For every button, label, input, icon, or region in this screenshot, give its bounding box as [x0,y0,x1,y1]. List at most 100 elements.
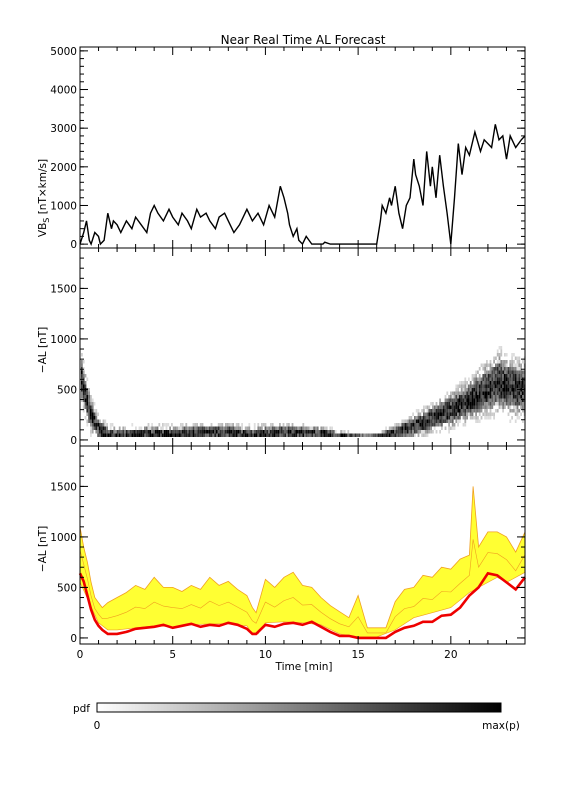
pdf-heatmap-cell [82,402,85,406]
pdf-heatmap-cell [181,430,184,434]
pdf-heatmap-cell [151,433,153,437]
pdf-heatmap-cell [189,426,191,430]
pdf-heatmap-cell [180,430,182,434]
pdf-heatmap-cell [498,384,501,388]
pdf-heatmap-cell [282,426,285,430]
pdf-heatmap-cell [183,430,186,434]
pdf-heatmap-cell [491,381,494,385]
pdf-heatmap-cell [230,433,233,437]
pdf-heatmap-cell [223,426,225,430]
pdf-heatmap-cell [441,412,443,416]
pdf-heatmap-cell [514,367,517,371]
pdf-heatmap-cell [522,370,524,374]
pdf-heatmap-cell [480,402,483,406]
pdf-heatmap-cell [495,381,497,385]
pdf-heatmap-cell [91,416,94,420]
pdf-heatmap-cell [279,426,281,430]
pdf-heatmap-cell [316,433,319,437]
pdf-heatmap-cell [88,398,90,402]
pdf-heatmap-cell [343,433,346,437]
pdf-heatmap-cell [174,430,177,434]
pdf-heatmap-cell [151,423,153,427]
pdf-heatmap-cell [502,409,504,413]
pdf-heatmap-cell [149,433,152,437]
pdf-heatmap-cell [88,388,90,392]
pdf-heatmap-cell [459,412,461,416]
pdf-heatmap-cell [214,433,216,437]
pdf-heatmap-cell [174,433,177,437]
pdf-heatmap-cell [473,388,476,392]
pdf-heatmap-cell [432,430,434,434]
pdf-heatmap-cell [455,405,458,409]
pdf-heatmap-cell [372,433,375,437]
pdf-heatmap-cell [498,353,501,357]
pdf-heatmap-cell [498,374,501,378]
pdf-heatmap-cell [408,419,411,423]
pdf-heatmap-cell [216,430,218,434]
pdf-heatmap-cell [468,377,470,381]
pdf-heatmap-cell [424,412,427,416]
pdf-heatmap-cell [165,433,168,437]
pdf-heatmap-cell [487,391,490,395]
pdf-heatmap-cell [252,433,254,437]
pdf-heatmap-cell [235,433,238,437]
pdf-heatmap-cell [84,381,87,385]
pdf-heatmap-cell [451,416,454,420]
pdf-heatmap-cell [516,391,519,395]
pdf-heatmap-cell [194,433,197,437]
pdf-heatmap-cell [484,377,486,381]
pdf-heatmap-cell [444,398,447,402]
x-tick-label: 5 [169,649,176,661]
pdf-heatmap-cell [441,419,443,423]
pdf-heatmap-cell [203,430,206,434]
pdf-heatmap-cell [190,433,193,437]
pdf-heatmap-cell [493,384,495,388]
pdf-heatmap-cell [433,409,436,413]
pdf-heatmap-cell [203,433,206,437]
pdf-heatmap-cell [493,374,495,378]
pdf-heatmap-cell [437,423,440,427]
pdf-heatmap-cell [97,423,99,427]
pdf-heatmap-cell [216,433,218,437]
pdf-heatmap-cell [198,430,200,434]
pdf-heatmap-cell [189,430,191,434]
pdf-heatmap-cell [453,395,456,399]
pdf-heatmap-cell [158,423,161,427]
pdf-heatmap-cell [248,426,251,430]
pdf-heatmap-cell [390,433,393,437]
pdf-heatmap-cell [421,423,423,427]
pdf-heatmap-cell [91,423,94,427]
pdf-heatmap-cell [513,402,515,406]
pdf-heatmap-cell [446,412,449,416]
pdf-heatmap-cell [88,405,90,409]
pdf-heatmap-cell [81,381,83,385]
pdf-heatmap-cell [504,370,506,374]
pdf-heatmap-cell [462,381,465,385]
pdf-heatmap-cell [430,412,432,416]
pdf-heatmap-cell [426,433,429,437]
pdf-heatmap-cell [522,381,524,385]
pdf-heatmap-cell [448,395,450,399]
pdf-heatmap-cell [232,423,234,427]
pdf-heatmap-cell [504,395,506,399]
pdf-heatmap-cell [520,381,522,385]
pdf-heatmap-cell [459,395,461,399]
pdf-heatmap-cell [93,419,96,423]
pdf-heatmap-cell [261,430,263,434]
pdf-heatmap-cell [477,395,479,399]
pdf-heatmap-cell [187,430,189,434]
pdf-heatmap-cell [513,360,515,364]
pdf-heatmap-cell [187,426,189,430]
pdf-heatmap-cell [432,416,434,420]
pdf-heatmap-cell [484,381,486,385]
pdf-heatmap-cell [516,409,519,413]
pdf-heatmap-cell [522,398,524,402]
pdf-heatmap-cell [451,423,454,427]
pdf-heatmap-cell [392,433,395,437]
pdf-heatmap-cell [217,433,220,437]
pdf-heatmap-cell [196,433,198,437]
pdf-heatmap-cell [415,423,418,427]
pdf-heatmap-cell [439,430,441,434]
pdf-heatmap-cell [190,430,193,434]
pdf-heatmap-cell [86,395,89,399]
